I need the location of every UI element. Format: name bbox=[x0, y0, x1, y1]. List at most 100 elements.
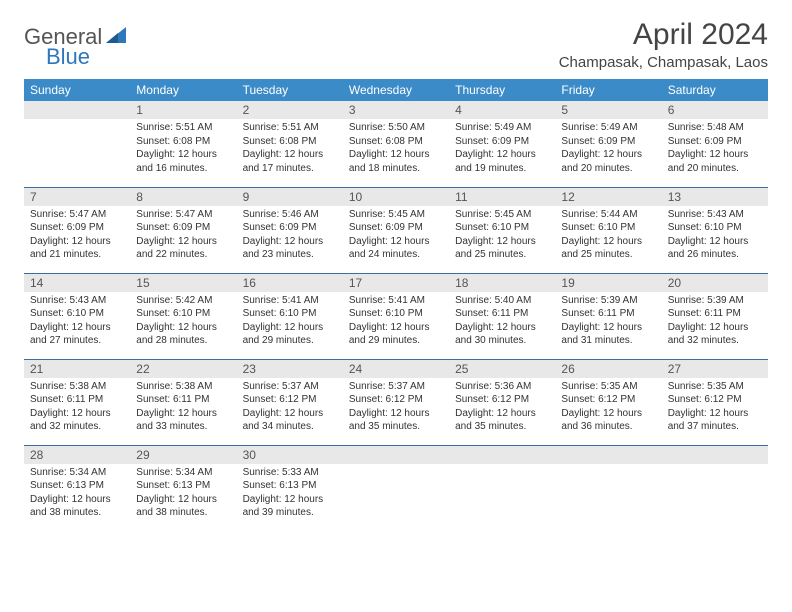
weekday-wednesday: Wednesday bbox=[343, 79, 449, 101]
empty-cell bbox=[555, 445, 661, 531]
week-row: 14Sunrise: 5:43 AMSunset: 6:10 PMDayligh… bbox=[24, 273, 768, 359]
day-body: Sunrise: 5:34 AMSunset: 6:13 PMDaylight:… bbox=[24, 464, 130, 524]
day-cell: 10Sunrise: 5:45 AMSunset: 6:09 PMDayligh… bbox=[343, 187, 449, 273]
day-number bbox=[662, 446, 768, 464]
day-number: 13 bbox=[662, 188, 768, 206]
day-number: 7 bbox=[24, 188, 130, 206]
day-number: 30 bbox=[237, 446, 343, 464]
day-body: Sunrise: 5:34 AMSunset: 6:13 PMDaylight:… bbox=[130, 464, 236, 524]
weekday-saturday: Saturday bbox=[662, 79, 768, 101]
day-cell: 26Sunrise: 5:35 AMSunset: 6:12 PMDayligh… bbox=[555, 359, 661, 445]
day-cell: 13Sunrise: 5:43 AMSunset: 6:10 PMDayligh… bbox=[662, 187, 768, 273]
day-number: 1 bbox=[130, 101, 236, 119]
day-body: Sunrise: 5:42 AMSunset: 6:10 PMDaylight:… bbox=[130, 292, 236, 352]
day-cell: 3Sunrise: 5:50 AMSunset: 6:08 PMDaylight… bbox=[343, 101, 449, 187]
day-number: 24 bbox=[343, 360, 449, 378]
day-number bbox=[24, 101, 130, 119]
brand-part2-wrap: Blue bbox=[46, 44, 90, 70]
day-body: Sunrise: 5:38 AMSunset: 6:11 PMDaylight:… bbox=[130, 378, 236, 438]
day-cell: 1Sunrise: 5:51 AMSunset: 6:08 PMDaylight… bbox=[130, 101, 236, 187]
day-body: Sunrise: 5:37 AMSunset: 6:12 PMDaylight:… bbox=[237, 378, 343, 438]
day-cell: 18Sunrise: 5:40 AMSunset: 6:11 PMDayligh… bbox=[449, 273, 555, 359]
day-number: 15 bbox=[130, 274, 236, 292]
empty-cell bbox=[449, 445, 555, 531]
day-cell: 9Sunrise: 5:46 AMSunset: 6:09 PMDaylight… bbox=[237, 187, 343, 273]
day-cell: 6Sunrise: 5:48 AMSunset: 6:09 PMDaylight… bbox=[662, 101, 768, 187]
day-cell: 27Sunrise: 5:35 AMSunset: 6:12 PMDayligh… bbox=[662, 359, 768, 445]
day-number: 9 bbox=[237, 188, 343, 206]
day-body: Sunrise: 5:45 AMSunset: 6:09 PMDaylight:… bbox=[343, 206, 449, 266]
day-number: 16 bbox=[237, 274, 343, 292]
location: Champasak, Champasak, Laos bbox=[559, 54, 768, 71]
day-number: 17 bbox=[343, 274, 449, 292]
day-body: Sunrise: 5:46 AMSunset: 6:09 PMDaylight:… bbox=[237, 206, 343, 266]
day-number: 21 bbox=[24, 360, 130, 378]
day-number bbox=[555, 446, 661, 464]
day-cell: 25Sunrise: 5:36 AMSunset: 6:12 PMDayligh… bbox=[449, 359, 555, 445]
day-cell: 20Sunrise: 5:39 AMSunset: 6:11 PMDayligh… bbox=[662, 273, 768, 359]
day-cell: 21Sunrise: 5:38 AMSunset: 6:11 PMDayligh… bbox=[24, 359, 130, 445]
day-body: Sunrise: 5:49 AMSunset: 6:09 PMDaylight:… bbox=[555, 119, 661, 179]
weekday-thursday: Thursday bbox=[449, 79, 555, 101]
day-body: Sunrise: 5:49 AMSunset: 6:09 PMDaylight:… bbox=[449, 119, 555, 179]
day-number: 27 bbox=[662, 360, 768, 378]
header: General April 2024 Champasak, Champasak,… bbox=[24, 18, 768, 71]
day-cell: 11Sunrise: 5:45 AMSunset: 6:10 PMDayligh… bbox=[449, 187, 555, 273]
day-cell: 19Sunrise: 5:39 AMSunset: 6:11 PMDayligh… bbox=[555, 273, 661, 359]
day-number bbox=[449, 446, 555, 464]
day-cell: 28Sunrise: 5:34 AMSunset: 6:13 PMDayligh… bbox=[24, 445, 130, 531]
day-cell: 2Sunrise: 5:51 AMSunset: 6:08 PMDaylight… bbox=[237, 101, 343, 187]
calendar-head: SundayMondayTuesdayWednesdayThursdayFrid… bbox=[24, 79, 768, 101]
week-row: 7Sunrise: 5:47 AMSunset: 6:09 PMDaylight… bbox=[24, 187, 768, 273]
day-number: 8 bbox=[130, 188, 236, 206]
brand-part2: Blue bbox=[46, 44, 90, 69]
day-cell: 7Sunrise: 5:47 AMSunset: 6:09 PMDaylight… bbox=[24, 187, 130, 273]
week-row: 28Sunrise: 5:34 AMSunset: 6:13 PMDayligh… bbox=[24, 445, 768, 531]
calendar-body: 1Sunrise: 5:51 AMSunset: 6:08 PMDaylight… bbox=[24, 101, 768, 531]
day-body: Sunrise: 5:51 AMSunset: 6:08 PMDaylight:… bbox=[237, 119, 343, 179]
day-number: 22 bbox=[130, 360, 236, 378]
empty-cell bbox=[662, 445, 768, 531]
weekday-monday: Monday bbox=[130, 79, 236, 101]
day-body: Sunrise: 5:35 AMSunset: 6:12 PMDaylight:… bbox=[555, 378, 661, 438]
day-body: Sunrise: 5:40 AMSunset: 6:11 PMDaylight:… bbox=[449, 292, 555, 352]
day-number: 6 bbox=[662, 101, 768, 119]
day-body: Sunrise: 5:43 AMSunset: 6:10 PMDaylight:… bbox=[24, 292, 130, 352]
day-body: Sunrise: 5:43 AMSunset: 6:10 PMDaylight:… bbox=[662, 206, 768, 266]
weekday-sunday: Sunday bbox=[24, 79, 130, 101]
day-body: Sunrise: 5:35 AMSunset: 6:12 PMDaylight:… bbox=[662, 378, 768, 438]
empty-cell bbox=[343, 445, 449, 531]
day-cell: 12Sunrise: 5:44 AMSunset: 6:10 PMDayligh… bbox=[555, 187, 661, 273]
weekday-friday: Friday bbox=[555, 79, 661, 101]
day-cell: 29Sunrise: 5:34 AMSunset: 6:13 PMDayligh… bbox=[130, 445, 236, 531]
month-title: April 2024 bbox=[559, 18, 768, 52]
day-cell: 15Sunrise: 5:42 AMSunset: 6:10 PMDayligh… bbox=[130, 273, 236, 359]
day-body: Sunrise: 5:41 AMSunset: 6:10 PMDaylight:… bbox=[237, 292, 343, 352]
day-cell: 8Sunrise: 5:47 AMSunset: 6:09 PMDaylight… bbox=[130, 187, 236, 273]
day-body: Sunrise: 5:41 AMSunset: 6:10 PMDaylight:… bbox=[343, 292, 449, 352]
title-block: April 2024 Champasak, Champasak, Laos bbox=[559, 18, 768, 71]
day-number: 29 bbox=[130, 446, 236, 464]
day-body: Sunrise: 5:47 AMSunset: 6:09 PMDaylight:… bbox=[130, 206, 236, 266]
day-body: Sunrise: 5:47 AMSunset: 6:09 PMDaylight:… bbox=[24, 206, 130, 266]
day-cell: 4Sunrise: 5:49 AMSunset: 6:09 PMDaylight… bbox=[449, 101, 555, 187]
day-cell: 24Sunrise: 5:37 AMSunset: 6:12 PMDayligh… bbox=[343, 359, 449, 445]
day-body: Sunrise: 5:37 AMSunset: 6:12 PMDaylight:… bbox=[343, 378, 449, 438]
day-cell: 14Sunrise: 5:43 AMSunset: 6:10 PMDayligh… bbox=[24, 273, 130, 359]
day-body: Sunrise: 5:48 AMSunset: 6:09 PMDaylight:… bbox=[662, 119, 768, 179]
day-body: Sunrise: 5:33 AMSunset: 6:13 PMDaylight:… bbox=[237, 464, 343, 524]
day-cell: 22Sunrise: 5:38 AMSunset: 6:11 PMDayligh… bbox=[130, 359, 236, 445]
day-cell: 16Sunrise: 5:41 AMSunset: 6:10 PMDayligh… bbox=[237, 273, 343, 359]
brand-triangle-icon bbox=[106, 27, 126, 48]
weekday-row: SundayMondayTuesdayWednesdayThursdayFrid… bbox=[24, 79, 768, 101]
day-cell: 23Sunrise: 5:37 AMSunset: 6:12 PMDayligh… bbox=[237, 359, 343, 445]
day-cell: 30Sunrise: 5:33 AMSunset: 6:13 PMDayligh… bbox=[237, 445, 343, 531]
day-number: 28 bbox=[24, 446, 130, 464]
day-number: 11 bbox=[449, 188, 555, 206]
day-number: 19 bbox=[555, 274, 661, 292]
day-number: 5 bbox=[555, 101, 661, 119]
day-cell: 17Sunrise: 5:41 AMSunset: 6:10 PMDayligh… bbox=[343, 273, 449, 359]
day-body: Sunrise: 5:45 AMSunset: 6:10 PMDaylight:… bbox=[449, 206, 555, 266]
day-cell: 5Sunrise: 5:49 AMSunset: 6:09 PMDaylight… bbox=[555, 101, 661, 187]
day-body: Sunrise: 5:39 AMSunset: 6:11 PMDaylight:… bbox=[555, 292, 661, 352]
